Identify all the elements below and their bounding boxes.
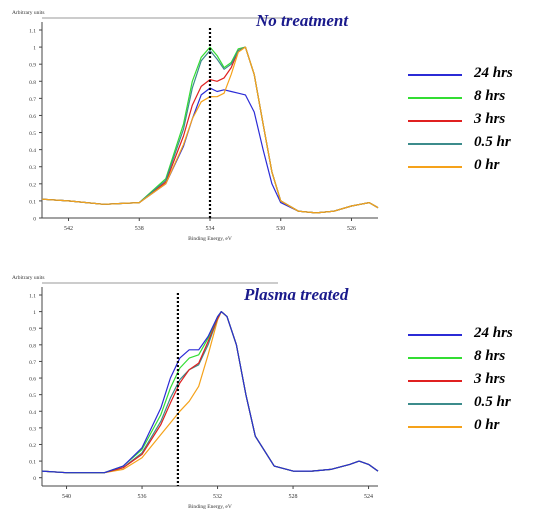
y-tick-label: 0.9 — [29, 327, 36, 333]
y-tick-label: 0.7 — [29, 360, 36, 366]
x-tick-label: 540 — [62, 494, 71, 500]
x-tick-label: 530 — [276, 226, 285, 232]
y-tick-label: 0.6 — [29, 114, 36, 120]
y-tick-label: 0 — [33, 217, 36, 223]
x-tick-label: 528 — [289, 494, 298, 500]
legend-swatch — [408, 403, 462, 405]
legend-swatch — [408, 380, 462, 382]
x-tick-label: 534 — [206, 226, 215, 232]
legend-swatch — [408, 357, 462, 359]
legend-label: 0.5 hr — [474, 394, 511, 410]
chart-title-plasma-treated: Plasma treated — [244, 285, 349, 304]
y-tick-label: 0.2 — [29, 443, 36, 449]
y-tick-label: 0.1 — [29, 460, 36, 466]
y-tick-label: 0.2 — [29, 182, 36, 188]
chart-plasma-treated: 0 0.1 0.2 0.3 0.4 0.5 0.6 0.7 0.8 0.9 1 1.1 540 536 53… — [12, 275, 379, 510]
series-line-0-hr — [41, 46, 379, 214]
legend-swatch — [408, 166, 462, 168]
legend-swatch — [408, 143, 462, 145]
y-axis-label: Arbitrary units — [12, 275, 45, 281]
legend-swatch — [408, 74, 462, 76]
y-tick-label: 0.8 — [29, 80, 36, 86]
y-tick-label: 0.6 — [29, 377, 36, 383]
y-axis-label: Arbitrary units — [12, 10, 45, 16]
y-tick-label: 0.1 — [29, 199, 36, 205]
legend-label: 24 hrs — [474, 325, 513, 341]
legend-swatch — [408, 97, 462, 99]
legend-label: 0 hr — [474, 417, 500, 433]
x-tick-label: 524 — [364, 494, 373, 500]
x-axis-label: Binding Energy, eV — [188, 236, 232, 242]
x-tick-label: 532 — [213, 494, 222, 500]
y-tick-label: 1 — [33, 46, 36, 52]
series-line-24-hrs — [41, 311, 379, 474]
x-tick-label: 536 — [138, 494, 147, 500]
legend-swatch — [408, 120, 462, 122]
y-tick-label: 0.5 — [29, 393, 36, 399]
legend-label: 0.5 hr — [474, 134, 511, 150]
legend-label: 3 hrs — [474, 111, 506, 127]
y-tick-label: 0.3 — [29, 165, 36, 171]
y-tick-label: 0.7 — [29, 97, 36, 103]
y-tick-label: 1.1 — [29, 29, 36, 35]
legend-label: 0 hr — [474, 157, 500, 173]
legend-label: 3 hrs — [474, 371, 506, 387]
legend-swatch — [408, 426, 462, 428]
x-tick-label: 542 — [64, 226, 73, 232]
chart-no-treatment: 0 0.1 0.2 0.3 0.4 0.5 0.6 0.7 0.8 0.9 1 1.1 542 538 53… — [12, 10, 379, 242]
series-line-3-hrs — [41, 311, 379, 474]
legend-label: 8 hrs — [474, 348, 506, 364]
legend-label: 8 hrs — [474, 88, 506, 104]
x-tick-label: 538 — [135, 226, 144, 232]
legend-label: 24 hrs — [474, 65, 513, 81]
y-tick-label: 0.8 — [29, 343, 36, 349]
y-tick-label: 0.3 — [29, 426, 36, 432]
y-tick-label: 1 — [33, 310, 36, 316]
y-tick-label: 0 — [33, 476, 36, 482]
y-tick-label: 0.9 — [29, 63, 36, 69]
y-tick-label: 0.4 — [29, 148, 36, 154]
chart-title-no-treatment: No treatment — [256, 11, 349, 30]
y-tick-label: 0.4 — [29, 410, 36, 416]
x-axis-label: Binding Energy, eV — [188, 504, 232, 510]
x-tick-label: 526 — [347, 226, 356, 232]
y-tick-label: 0.5 — [29, 131, 36, 137]
legend-swatch — [408, 334, 462, 336]
y-tick-label: 1.1 — [29, 294, 36, 300]
series-line-24-hrs — [41, 87, 379, 214]
